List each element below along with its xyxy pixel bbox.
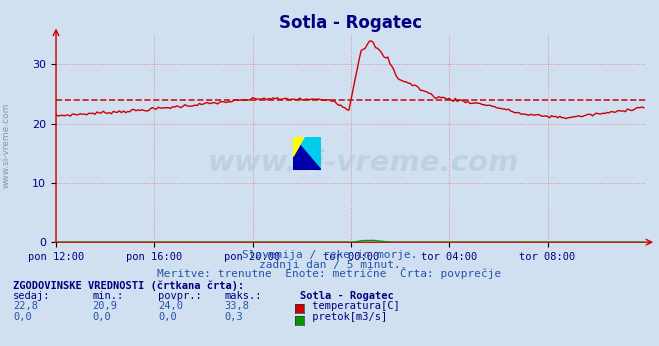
Polygon shape (293, 137, 321, 170)
Text: 0,3: 0,3 (224, 312, 243, 322)
Text: sedaj:: sedaj: (13, 291, 51, 301)
Text: Slovenija / reke in morje.: Slovenija / reke in morje. (242, 250, 417, 260)
Text: min.:: min.: (92, 291, 123, 301)
Text: 0,0: 0,0 (158, 312, 177, 322)
Text: www.si-vreme.com: www.si-vreme.com (207, 149, 519, 177)
Text: www.si-vreme.com: www.si-vreme.com (2, 103, 11, 188)
Polygon shape (293, 137, 321, 170)
Text: temperatura[C]: temperatura[C] (306, 301, 400, 311)
Text: 0,0: 0,0 (92, 312, 111, 322)
Text: povpr.:: povpr.: (158, 291, 202, 301)
Text: pretok[m3/s]: pretok[m3/s] (306, 312, 387, 322)
Text: 24,0: 24,0 (158, 301, 183, 311)
Text: 22,8: 22,8 (13, 301, 38, 311)
Text: Meritve: trenutne  Enote: metrične  Črta: povprečje: Meritve: trenutne Enote: metrične Črta: … (158, 267, 501, 280)
Polygon shape (293, 137, 304, 156)
Text: zadnji dan / 5 minut.: zadnji dan / 5 minut. (258, 260, 401, 270)
Polygon shape (293, 137, 321, 170)
Text: 0,0: 0,0 (13, 312, 32, 322)
Text: maks.:: maks.: (224, 291, 262, 301)
Text: 33,8: 33,8 (224, 301, 249, 311)
Title: Sotla - Rogatec: Sotla - Rogatec (279, 13, 422, 31)
Bar (307, 137, 321, 153)
Text: ZGODOVINSKE VREDNOSTI (črtkana črta):: ZGODOVINSKE VREDNOSTI (črtkana črta): (13, 280, 244, 291)
Bar (293, 137, 307, 153)
Text: 20,9: 20,9 (92, 301, 117, 311)
Bar (293, 153, 321, 170)
Polygon shape (293, 137, 321, 170)
Text: Sotla - Rogatec: Sotla - Rogatec (300, 291, 393, 301)
